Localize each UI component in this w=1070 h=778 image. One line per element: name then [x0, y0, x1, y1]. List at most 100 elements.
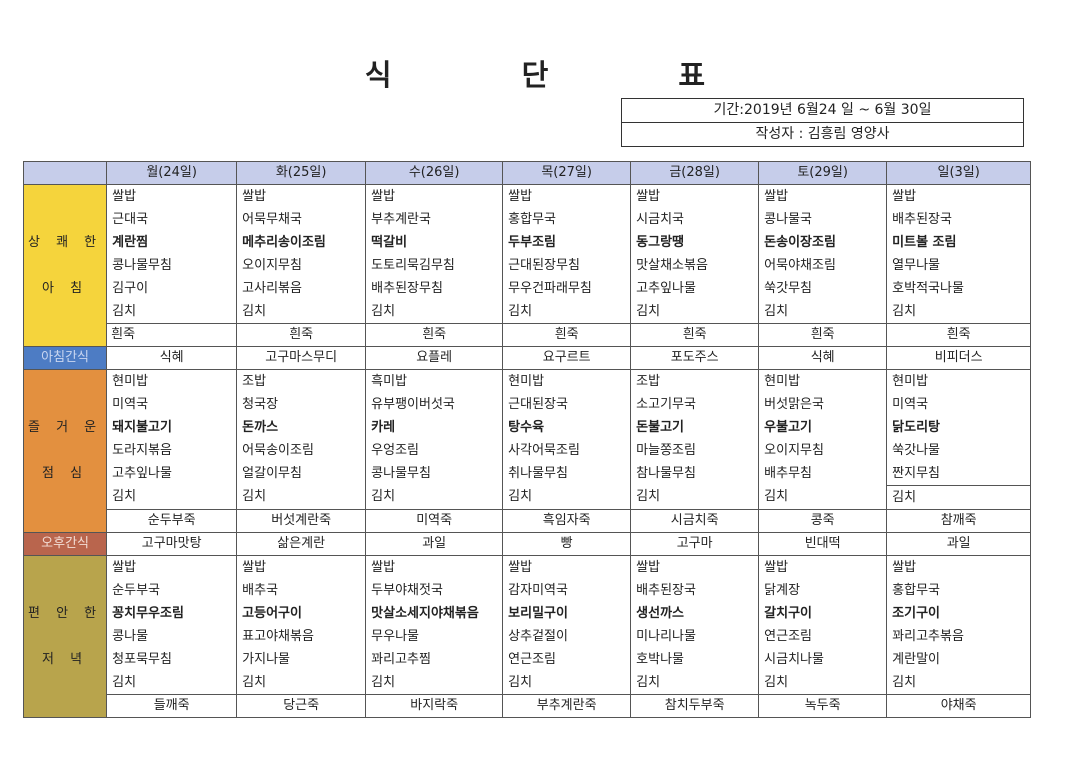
menu-item: 어묵송이조림: [242, 443, 314, 458]
menu-item: 청포묵무침: [112, 652, 172, 667]
menu-item: 김구이: [112, 281, 149, 296]
menu-item: 고추잎나물: [636, 281, 696, 296]
menu-cell: 흑미밥 유부팽이버섯국 카레 우엉조림 콩나물무침 김치: [365, 369, 504, 510]
day-header: 월(24일): [106, 161, 238, 185]
author: 작성자 : 김흥림 영양사: [622, 122, 1023, 146]
menu-item: 쑥갓무침: [764, 281, 812, 296]
day-header: 일(3일): [886, 161, 1032, 185]
menu-item: 김치: [508, 304, 533, 319]
menu-item: 도토리묵김무침: [371, 258, 455, 273]
header-row: 월(24일) 화(25일) 수(26일) 목(27일) 금(28일) 토(29일) 일(3일…: [22, 161, 1032, 185]
menu-item: 근대된장무침: [508, 258, 580, 273]
menu-cell: 조밥 청국장 돈까스 어묵송이조림 얼갈이무침 김치: [236, 369, 367, 510]
menu-cell: 쌀밥 배추국 고등어구이 표고야채볶음 가지나물 김치: [236, 555, 367, 695]
meal-label-text: 편 안 한: [28, 605, 103, 621]
menu-item: 쌀밥: [242, 560, 267, 575]
menu-item: 김치: [112, 675, 137, 690]
menu-item: 쌀밥: [242, 189, 267, 204]
menu-item: 쌀밥: [892, 189, 917, 204]
main-dish: 동그랑땡: [636, 235, 684, 250]
menu-item: 호박나물: [636, 652, 684, 667]
menu-item: 쌀밥: [112, 560, 137, 575]
menu-item: 짠지무침: [892, 466, 940, 481]
porridge-cell: 흰죽: [236, 323, 367, 347]
menu-item: 쌀밥: [371, 189, 396, 204]
main-dish: 닭도리탕: [892, 420, 940, 435]
menu-item: 도라지볶음: [112, 443, 172, 458]
menu-item: 김치: [242, 304, 267, 319]
menu-item: 김치: [764, 304, 789, 319]
porridge-cell: 야채죽: [886, 694, 1032, 718]
menu-item: 김치: [242, 489, 267, 504]
menu-item: 홍합무국: [508, 212, 556, 227]
menu-item: 김치: [371, 304, 396, 319]
menu-cell: 쌀밥 두부야채젓국 맛살소세지야채볶음 무우나물 꽈리고추찜 김치: [365, 555, 504, 695]
menu-item: 현미밥: [112, 374, 149, 389]
menu-item: 가지나물: [242, 652, 290, 667]
menu-item: 김치: [371, 489, 396, 504]
porridge-cell: 흰죽: [758, 323, 888, 347]
porridge-cell: 미역죽: [365, 509, 504, 533]
menu-item: 쌀밥: [636, 560, 661, 575]
menu-item: 김치: [892, 304, 917, 319]
menu-cell: 현미밥 근대된장국 탕수육 사각어묵조림 취나물무침 김치: [502, 369, 632, 510]
menu-cell: 쌀밥 배추된장국 미트볼 조림 열무나물 호박적국나물 김치: [886, 184, 1032, 324]
meal-label-text: 상 쾌 한: [28, 234, 103, 250]
porridge-cell: 흑임자죽: [502, 509, 632, 533]
porridge-cell: 흰죽: [502, 323, 632, 347]
menu-cell: 쌀밥 홍합무국 두부조림 근대된장무침 무우건파래무침 김치: [502, 184, 632, 324]
menu-item: 시금치나물: [764, 652, 824, 667]
porridge-cell: 콩죽: [758, 509, 888, 533]
menu-item: 홍합무국: [892, 583, 940, 598]
menu-item: 조밥: [636, 374, 661, 389]
menu-item: 취나물무침: [508, 466, 568, 481]
main-dish: 떡갈비: [371, 235, 408, 250]
day-header: 금(28일): [630, 161, 760, 185]
meal-label-text: 저 녁: [42, 651, 89, 667]
menu-item: 배추무침: [764, 466, 812, 481]
menu-item: 부추계란국: [371, 212, 431, 227]
menu-item: 근대국: [112, 212, 149, 227]
main-dish: 갈치구이: [764, 606, 812, 621]
porridge-cell: 시금치죽: [630, 509, 760, 533]
menu-item: 배추된장국: [636, 583, 696, 598]
menu-item: 콩나물: [112, 629, 149, 644]
main-dish: 우불고기: [764, 420, 812, 435]
menu-item: 어묵야채조림: [764, 258, 836, 273]
menu-item: 조밥: [242, 374, 267, 389]
menu-item: 쌀밥: [508, 189, 533, 204]
main-dish: 보리밀구이: [508, 606, 568, 621]
main-dish: 돈까스: [242, 420, 279, 435]
menu-cell: 쌀밥 어묵무채국 메추리송이조림 오이지무침 고사리볶음 김치: [236, 184, 367, 324]
menu-item: 쌀밥: [508, 560, 533, 575]
menu-item: 배추국: [242, 583, 279, 598]
snack-cell: 과일: [365, 532, 504, 556]
menu-item: 어묵무채국: [242, 212, 302, 227]
menu-item: 꽈리고추볶음: [892, 629, 964, 644]
main-dish: 꽁치무우조림: [112, 606, 184, 621]
menu-item: 유부팽이버섯국: [371, 397, 455, 412]
meal-label-text: 점 심: [42, 466, 89, 481]
page-title: 식 단 표: [364, 58, 766, 92]
meal-label-text: 즐 거 운: [28, 420, 103, 435]
menu-item: 쌀밥: [371, 560, 396, 575]
menu-item: 두부야채젓국: [371, 583, 443, 598]
menu-item: 콩나물무침: [371, 466, 431, 481]
porridge-cell: 부추계란죽: [502, 694, 632, 718]
menu-item: 김치: [636, 304, 661, 319]
menu-cell: 쌀밥 콩나물국 돈송이장조림 어묵야채조림 쑥갓무침 김치: [758, 184, 888, 324]
period: 기간:2019년 6월24 일 ~ 6월 30일: [713, 102, 932, 118]
snack-cell: 삶은계란: [236, 532, 367, 556]
menu-item: 쌀밥: [636, 189, 661, 204]
menu-item: 김치: [112, 489, 137, 504]
snack-cell: 요구르트: [502, 346, 632, 370]
menu-cell: 쌀밥 부추계란국 떡갈비 도토리묵김무침 배추된장무침 김치: [365, 184, 504, 324]
menu-item: 쌀밥: [764, 189, 789, 204]
porridge-cell: 바지락죽: [365, 694, 504, 718]
menu-item: 순두부국: [112, 583, 160, 598]
porridge-cell: 당근죽: [236, 694, 367, 718]
menu-item: 맛살채소볶음: [636, 258, 708, 273]
